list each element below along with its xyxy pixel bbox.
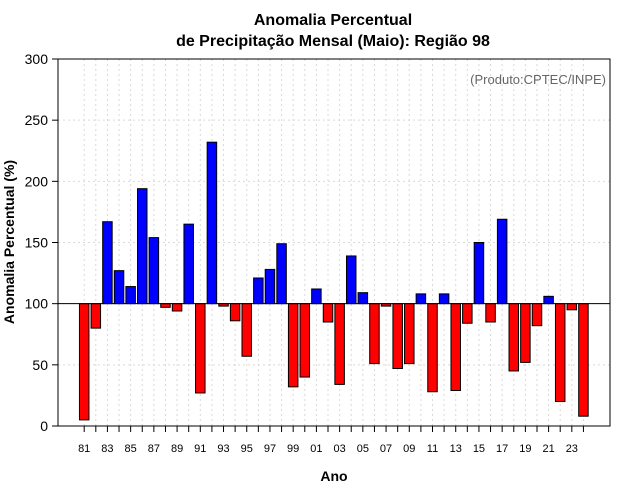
bar-91 bbox=[195, 303, 206, 394]
y-axis-label: Anomalia Percentual (%) bbox=[1, 160, 17, 324]
chart-title-line2: de Precipitação Mensal (Maio): Região 98 bbox=[176, 33, 490, 50]
x-tick-label: 97 bbox=[264, 443, 276, 455]
bar-08 bbox=[392, 303, 403, 370]
bar-89 bbox=[171, 303, 183, 312]
bar-09 bbox=[404, 303, 415, 365]
y-axis-ticks: 0 50 100 150 200 250 300 bbox=[25, 51, 58, 434]
bar-94 bbox=[229, 303, 241, 322]
bar-04 bbox=[345, 255, 357, 305]
x-tick-label: 17 bbox=[496, 443, 508, 455]
bar-87 bbox=[148, 237, 160, 305]
bar-83 bbox=[102, 221, 113, 305]
y-tick-label: 250 bbox=[25, 112, 49, 128]
bar-00 bbox=[299, 303, 311, 378]
x-axis-ticks: 81 83 85 87 89 91 93 95 97 99 01 03 05 07 09 11 13 15 17 19… bbox=[78, 426, 584, 455]
x-tick-label: 81 bbox=[78, 443, 90, 455]
x-tick-label: 15 bbox=[473, 443, 485, 455]
bar-84 bbox=[113, 270, 125, 305]
x-tick-label: 95 bbox=[241, 443, 253, 455]
x-tick-label: 83 bbox=[101, 443, 113, 455]
x-tick-label: 19 bbox=[519, 443, 531, 455]
bar-21 bbox=[543, 295, 554, 305]
x-tick-label: 91 bbox=[194, 443, 206, 455]
credit-text: (Produto:CPTEC/INPE) bbox=[470, 72, 606, 87]
bar-13 bbox=[450, 303, 461, 392]
x-tick-label: 09 bbox=[403, 443, 415, 455]
bar-92 bbox=[206, 141, 218, 305]
bar-90 bbox=[183, 223, 194, 305]
bar-10 bbox=[415, 293, 427, 305]
bar-14 bbox=[462, 303, 473, 324]
bars-group bbox=[78, 141, 589, 421]
bar-12 bbox=[438, 293, 450, 305]
bar-15 bbox=[473, 242, 485, 305]
bar-96 bbox=[253, 277, 264, 305]
x-tick-label: 13 bbox=[450, 443, 462, 455]
bar-22 bbox=[554, 303, 566, 403]
bar-06 bbox=[369, 303, 380, 365]
x-tick-label: 87 bbox=[148, 443, 160, 455]
bar-97 bbox=[264, 268, 276, 305]
x-tick-label: 23 bbox=[566, 443, 578, 455]
bar-18 bbox=[508, 303, 520, 372]
bar-85 bbox=[125, 286, 136, 305]
y-tick-label: 50 bbox=[32, 357, 48, 373]
bar-82 bbox=[90, 303, 102, 329]
bar-20 bbox=[531, 303, 543, 327]
bar-19 bbox=[520, 303, 531, 363]
bar-24 bbox=[578, 303, 589, 417]
y-tick-label: 200 bbox=[25, 173, 49, 189]
y-tick-label: 100 bbox=[25, 296, 49, 312]
x-tick-label: 07 bbox=[380, 443, 392, 455]
bar-05 bbox=[357, 292, 369, 305]
bar-16 bbox=[485, 303, 496, 323]
bar-86 bbox=[137, 188, 148, 305]
chart-title-line1: Anomalia Percentual bbox=[254, 12, 412, 29]
x-tick-label: 93 bbox=[217, 443, 229, 455]
x-tick-label: 89 bbox=[171, 443, 183, 455]
x-tick-label: 85 bbox=[125, 443, 137, 455]
x-tick-label: 99 bbox=[287, 443, 299, 455]
y-tick-label: 300 bbox=[25, 51, 49, 67]
bar-99 bbox=[287, 303, 299, 388]
y-tick-label: 150 bbox=[25, 235, 49, 251]
bar-01 bbox=[311, 288, 322, 305]
x-tick-label: 21 bbox=[542, 443, 554, 455]
x-tick-label: 11 bbox=[427, 443, 438, 455]
bar-02 bbox=[322, 303, 334, 323]
y-tick-label: 0 bbox=[40, 418, 48, 434]
x-tick-label: 01 bbox=[310, 443, 322, 455]
bar-95 bbox=[241, 303, 252, 357]
bar-98 bbox=[276, 243, 287, 305]
bar-17 bbox=[496, 218, 508, 305]
bar-03 bbox=[334, 303, 345, 385]
x-axis-label: Ano bbox=[320, 468, 347, 484]
bar-88 bbox=[160, 303, 171, 308]
x-tick-label: 05 bbox=[357, 443, 369, 455]
bar-81 bbox=[78, 303, 90, 421]
bar-23 bbox=[566, 303, 578, 311]
x-tick-label: 03 bbox=[333, 443, 345, 455]
bar-11 bbox=[427, 303, 438, 393]
